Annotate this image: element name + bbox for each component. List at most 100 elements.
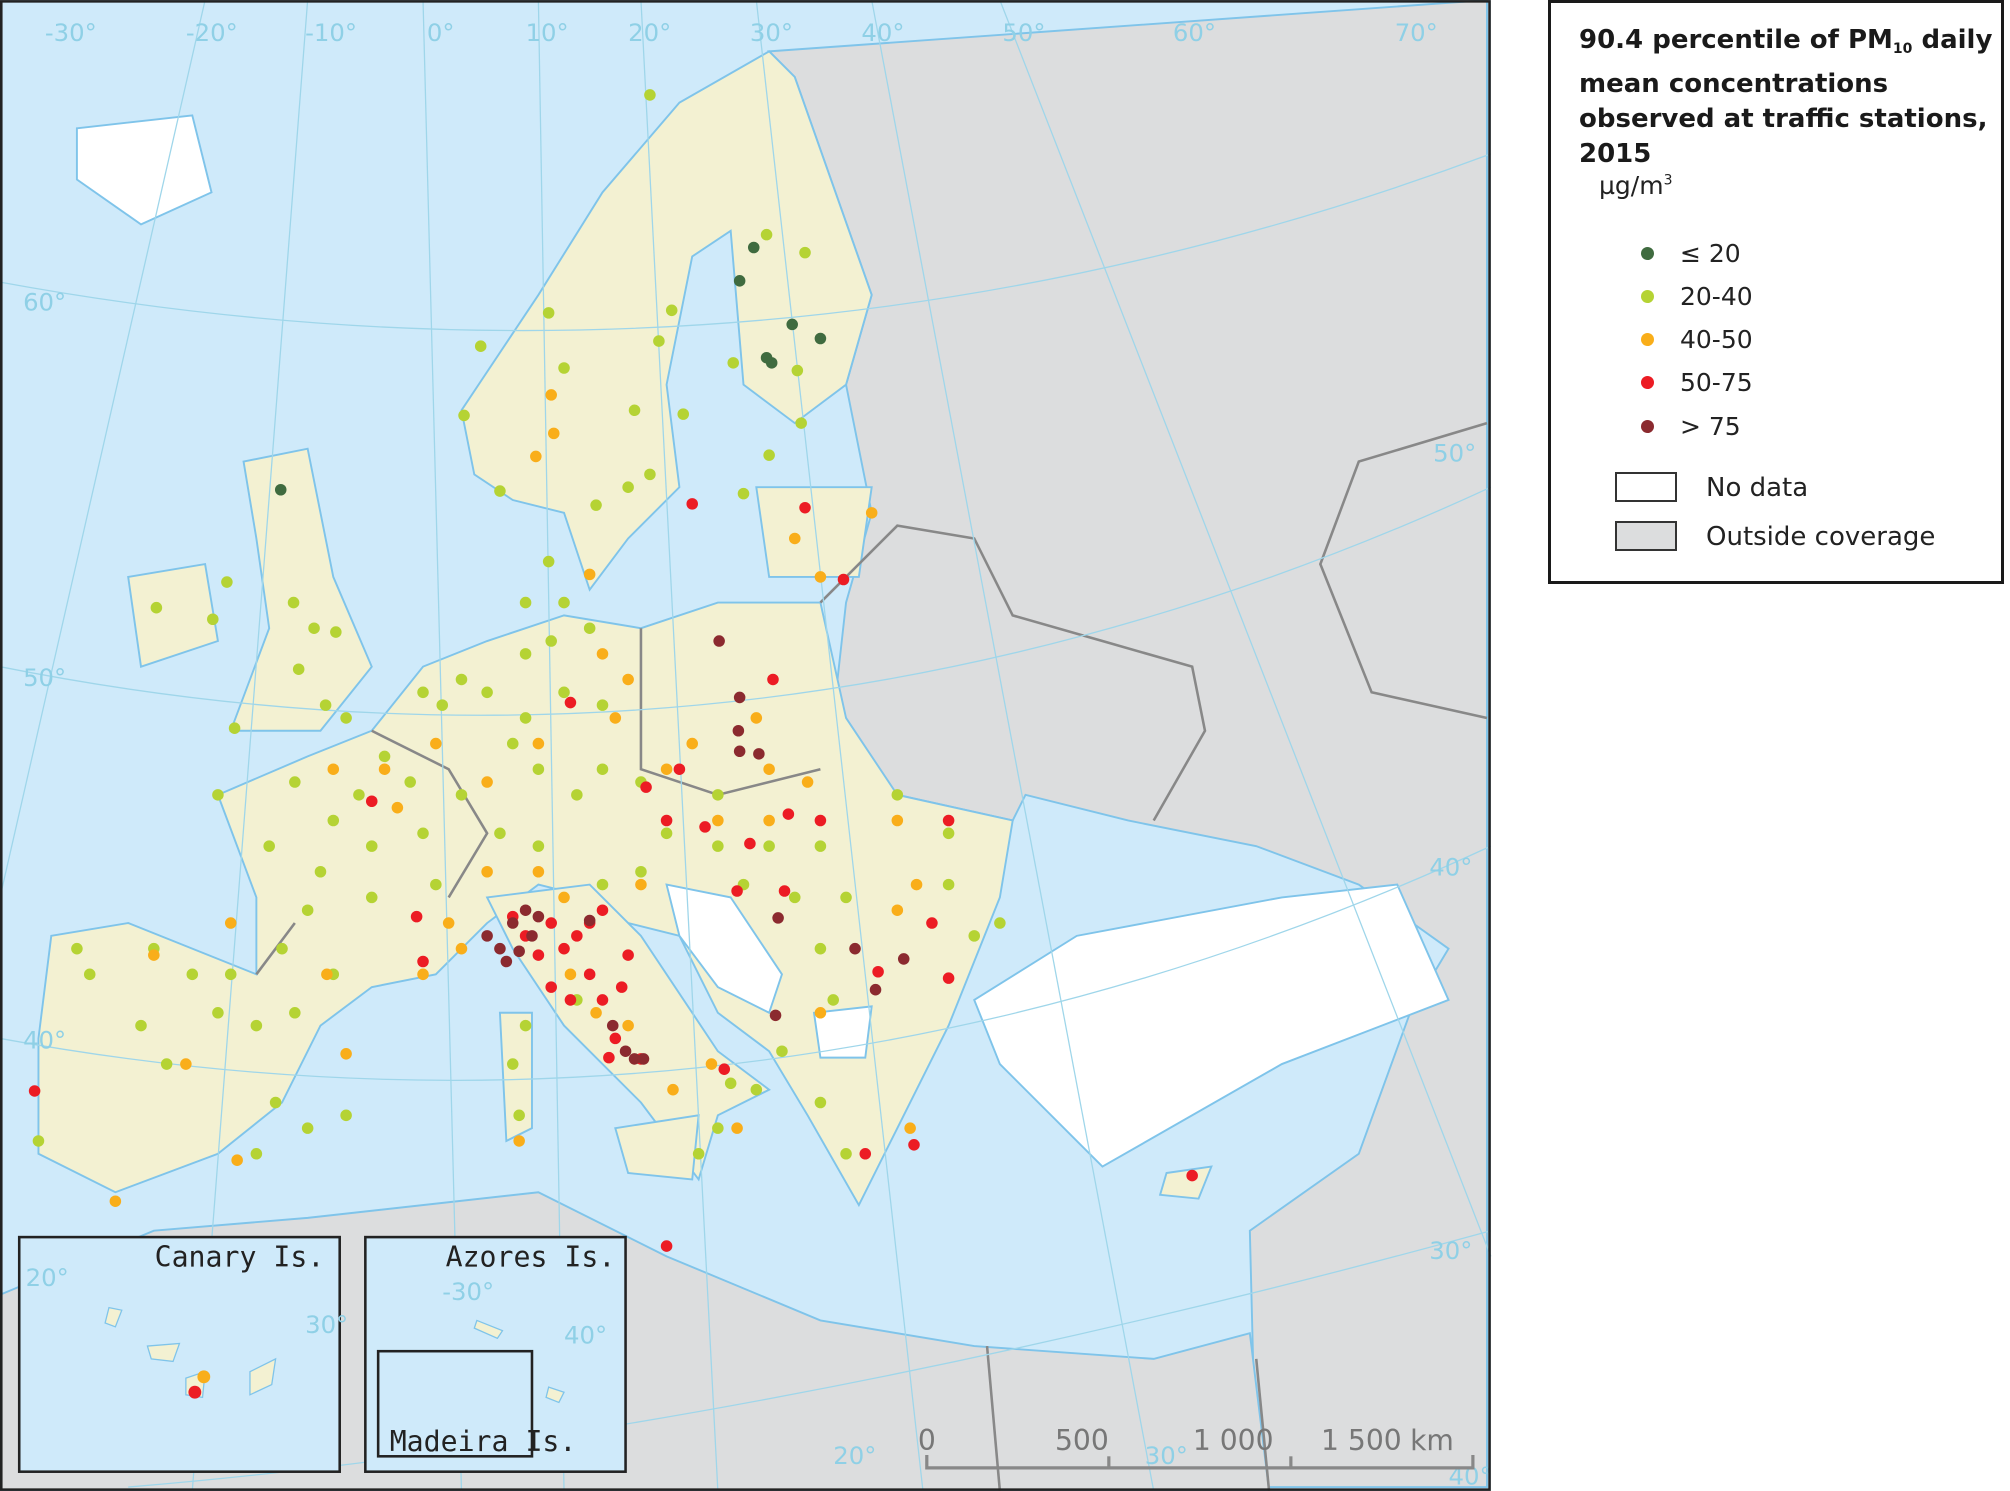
station-point — [542, 555, 555, 568]
station-point — [250, 1148, 263, 1160]
scale-unit: km — [1410, 1424, 1454, 1457]
outside-coverage-label: Outside coverage — [1706, 522, 1936, 552]
station-point — [606, 1019, 619, 1032]
station-point — [603, 1051, 615, 1064]
station-point — [891, 789, 904, 801]
station-point — [378, 763, 391, 775]
station-point — [791, 364, 804, 377]
station-point — [673, 763, 686, 775]
station-point — [615, 981, 628, 993]
station-point — [519, 904, 532, 916]
station-point — [763, 840, 775, 852]
graticule-label: 20° — [833, 1441, 876, 1470]
station-point — [814, 1096, 827, 1109]
station-point — [769, 1009, 782, 1022]
station-point — [481, 686, 493, 699]
station-point — [301, 1122, 314, 1134]
station-point — [571, 789, 583, 801]
legend-item-20-40: 20-40 — [1641, 278, 1753, 314]
station-point — [677, 408, 690, 420]
station-point — [660, 1240, 673, 1252]
station-point — [455, 942, 468, 955]
scale-tick-1500: 1 500 — [1321, 1424, 1402, 1457]
station-point — [532, 865, 545, 878]
graticule-label: 40° — [564, 1321, 607, 1350]
station-point — [289, 1007, 301, 1019]
station-point — [308, 622, 320, 634]
graticule-label: 50° — [1433, 439, 1476, 468]
station-point — [712, 814, 724, 827]
station-point — [276, 942, 288, 955]
station-point — [799, 246, 811, 259]
dot-icon — [1641, 289, 1654, 303]
station-point — [506, 1058, 519, 1070]
station-point — [519, 1019, 532, 1032]
station-point — [135, 1019, 147, 1032]
station-point — [994, 917, 1006, 929]
station-point — [891, 904, 904, 916]
station-point — [28, 1085, 41, 1097]
station-point — [532, 840, 545, 852]
map-frame — [0, 0, 1491, 1491]
station-point — [221, 576, 233, 588]
station-point — [231, 1154, 243, 1166]
station-point — [635, 865, 647, 878]
station-point — [910, 878, 923, 891]
station-point — [494, 942, 506, 955]
legend-label: 20-40 — [1680, 281, 1753, 311]
station-point — [519, 648, 532, 660]
station-point — [481, 865, 493, 878]
station-point — [513, 945, 525, 958]
station-point — [865, 507, 878, 519]
station-point — [391, 801, 404, 814]
station-point — [859, 1148, 872, 1160]
no-data-label: No data — [1706, 473, 1809, 503]
legend-title-text-rest: daily mean concentrations observed at tr… — [1579, 25, 1993, 169]
station-point — [712, 1122, 724, 1134]
station-point — [814, 942, 827, 955]
station-point — [353, 789, 365, 801]
station-point — [513, 1135, 525, 1147]
station-point — [772, 912, 784, 924]
station-point — [609, 712, 622, 724]
station-point — [558, 686, 570, 699]
station-point — [609, 1032, 622, 1045]
station-point — [763, 449, 775, 461]
legend-item-le20: ≤ 20 — [1641, 235, 1741, 271]
station-point — [571, 930, 583, 942]
station-point — [760, 351, 773, 364]
graticule-label: 10° — [526, 18, 569, 47]
station-point — [622, 673, 634, 686]
station-point — [637, 1053, 650, 1065]
station-point — [731, 1122, 743, 1134]
station-point — [564, 696, 577, 709]
station-point — [872, 965, 884, 978]
station-point — [814, 1007, 827, 1019]
station-point — [340, 1109, 352, 1122]
station-point — [274, 483, 287, 496]
station-point — [942, 878, 955, 891]
scale-bar: 0 500 1 000 1 500 km — [918, 1424, 1475, 1470]
station-point — [330, 626, 342, 638]
station-point — [837, 573, 850, 586]
station-point — [506, 737, 519, 750]
station-point — [712, 840, 724, 852]
legend-unit-sup: 3 — [1663, 172, 1673, 189]
station-point — [840, 1148, 852, 1160]
station-point — [558, 942, 570, 955]
station-point — [474, 340, 487, 352]
station-point — [365, 891, 378, 904]
station-point — [814, 814, 827, 827]
station-point — [660, 827, 673, 840]
station-point — [224, 917, 237, 929]
station-point — [327, 814, 340, 827]
station-point — [417, 686, 429, 699]
station-point — [596, 878, 609, 891]
inset-azores: Azores Is. -30° 40° Madeira Is. — [364, 1235, 627, 1473]
graticule-label: 20° — [628, 18, 671, 47]
station-point — [596, 763, 609, 775]
legend: 90.4 percentile of PM10 daily mean conce… — [1548, 0, 2004, 584]
station-point — [799, 501, 811, 514]
station-point — [197, 1370, 211, 1384]
station-point — [224, 968, 237, 981]
